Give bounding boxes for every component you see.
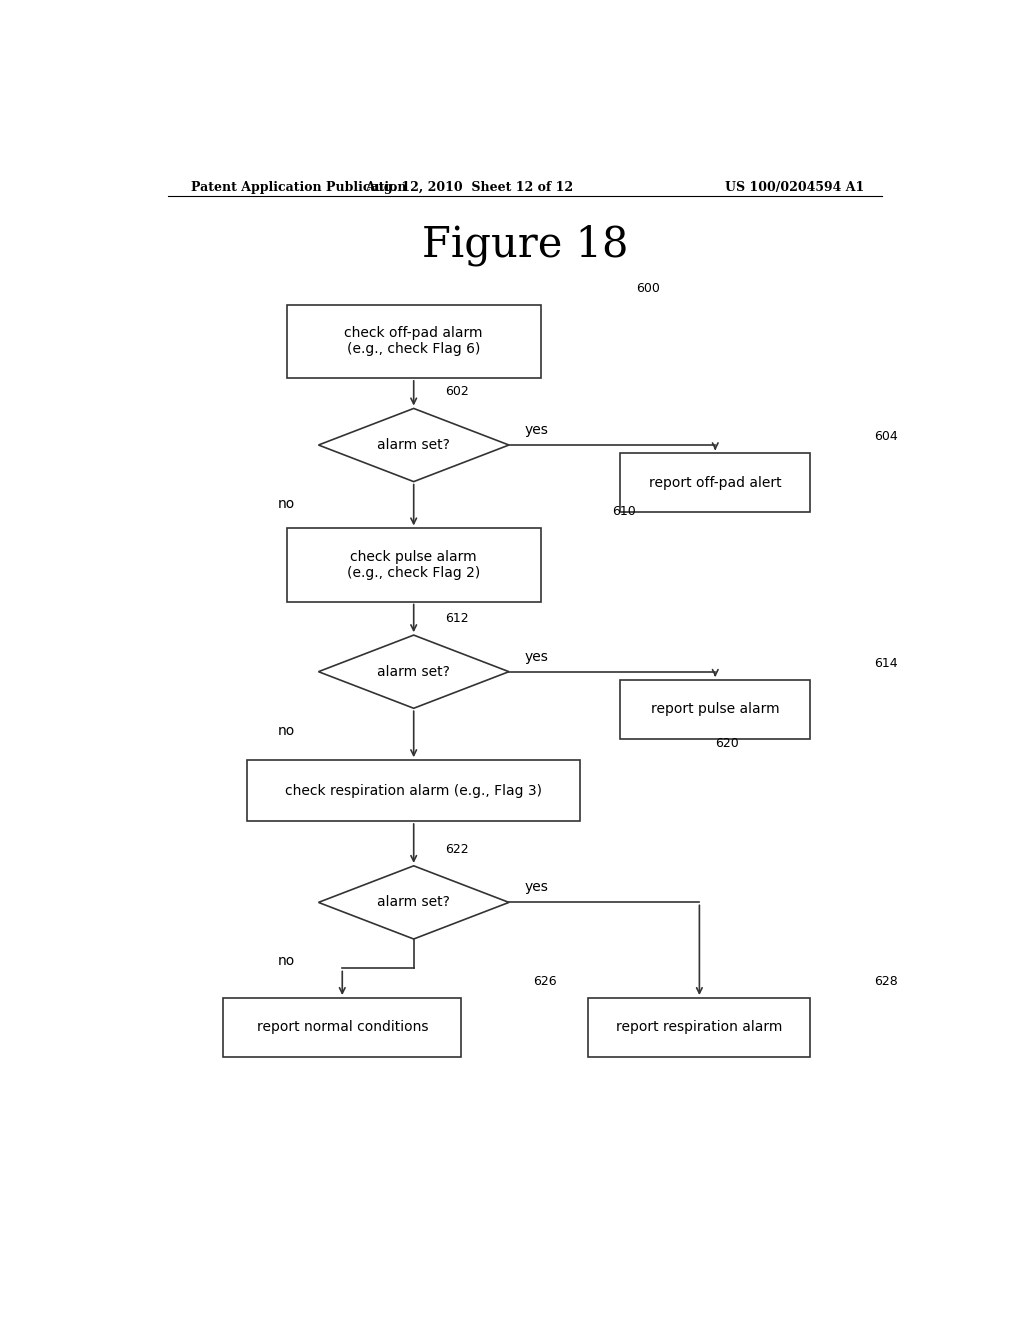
Text: 614: 614 (873, 656, 898, 669)
Text: 610: 610 (612, 506, 636, 519)
Text: check pulse alarm
(e.g., check Flag 2): check pulse alarm (e.g., check Flag 2) (347, 550, 480, 579)
FancyBboxPatch shape (588, 998, 811, 1057)
Text: yes: yes (524, 880, 549, 894)
Text: 604: 604 (873, 430, 898, 444)
FancyBboxPatch shape (620, 680, 811, 739)
Polygon shape (318, 635, 509, 709)
FancyBboxPatch shape (287, 305, 541, 378)
Text: check respiration alarm (e.g., Flag 3): check respiration alarm (e.g., Flag 3) (286, 784, 542, 797)
FancyBboxPatch shape (287, 528, 541, 602)
FancyBboxPatch shape (247, 760, 581, 821)
Text: no: no (278, 954, 295, 969)
Text: alarm set?: alarm set? (377, 438, 451, 451)
Text: report respiration alarm: report respiration alarm (616, 1020, 782, 1035)
Text: alarm set?: alarm set? (377, 665, 451, 678)
Text: 612: 612 (445, 612, 469, 624)
Text: 628: 628 (873, 974, 898, 987)
Text: check off-pad alarm
(e.g., check Flag 6): check off-pad alarm (e.g., check Flag 6) (344, 326, 483, 356)
Text: report pulse alarm: report pulse alarm (651, 702, 779, 717)
Text: 620: 620 (715, 737, 739, 750)
Text: yes: yes (524, 422, 549, 437)
Text: alarm set?: alarm set? (377, 895, 451, 909)
Text: 602: 602 (445, 385, 469, 399)
FancyBboxPatch shape (223, 998, 462, 1057)
Text: report off-pad alert: report off-pad alert (649, 475, 781, 490)
Polygon shape (318, 408, 509, 482)
Text: 626: 626 (532, 974, 556, 987)
Text: report normal conditions: report normal conditions (257, 1020, 428, 1035)
Polygon shape (318, 866, 509, 939)
Text: Figure 18: Figure 18 (422, 224, 628, 267)
Text: 622: 622 (445, 842, 469, 855)
Text: no: no (278, 723, 295, 738)
Text: yes: yes (524, 649, 549, 664)
FancyBboxPatch shape (620, 453, 811, 512)
Text: 600: 600 (636, 281, 659, 294)
Text: Patent Application Publication: Patent Application Publication (191, 181, 407, 194)
Text: no: no (278, 496, 295, 511)
Text: US 100/0204594 A1: US 100/0204594 A1 (725, 181, 864, 194)
Text: Aug. 12, 2010  Sheet 12 of 12: Aug. 12, 2010 Sheet 12 of 12 (366, 181, 573, 194)
